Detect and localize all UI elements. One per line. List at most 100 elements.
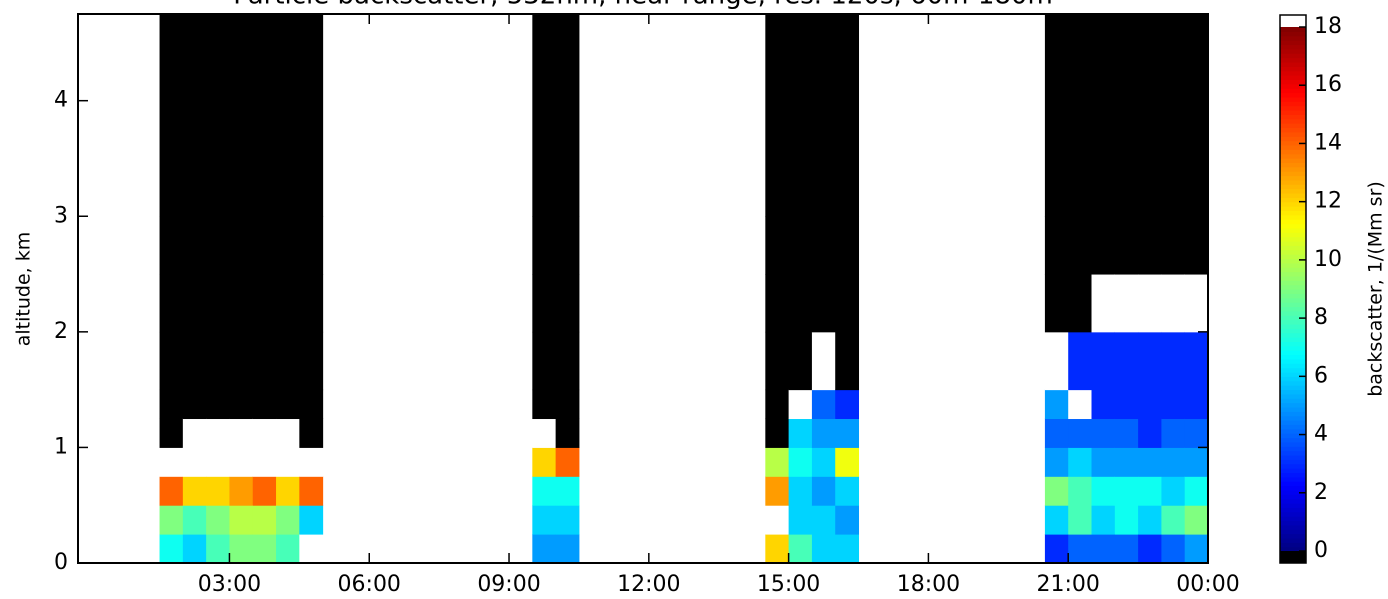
heatmap-cell [1184, 216, 1209, 275]
heatmap-cell [182, 331, 207, 391]
heatmap-cell [1161, 418, 1186, 448]
heatmap-cell [1068, 216, 1093, 275]
colorbar-segment [1280, 66, 1306, 72]
heatmap-cell [229, 216, 254, 275]
heatmap-cell [299, 14, 324, 217]
heatmap-cell [252, 389, 277, 420]
heatmap-cell [159, 389, 184, 420]
heatmap-cell [299, 534, 324, 564]
heatmap-cell [532, 14, 557, 217]
colorbar-segment [1280, 75, 1306, 80]
colorbar-segment [1280, 398, 1306, 404]
colorbar-segment [1280, 289, 1306, 294]
heatmap-cell [1161, 216, 1186, 275]
heatmap-cell [182, 389, 207, 420]
heatmap-cell [835, 505, 860, 535]
heatmap-cell [532, 331, 557, 391]
colorbar-segment [1280, 385, 1306, 391]
heatmap-cell [252, 476, 277, 506]
heatmap-cell [811, 216, 836, 275]
heatmap-cell [252, 534, 277, 564]
heatmap-cell [252, 418, 277, 448]
heatmap-cell [555, 534, 580, 564]
heatmap-cell [555, 331, 580, 391]
heatmap-cell [229, 14, 254, 217]
heatmap-cell [252, 274, 277, 333]
colorbar-segment [1280, 389, 1306, 395]
heatmap-cell [299, 331, 324, 391]
heatmap-cell [299, 447, 324, 477]
heatmap-cell [1161, 389, 1186, 420]
heatmap-cell [1068, 389, 1093, 420]
x-tick-label: 09:00 [477, 572, 540, 597]
colorbar-segment [1280, 249, 1306, 255]
heatmap-cell [1184, 14, 1209, 217]
colorbar-segment [1280, 472, 1306, 478]
heatmap-cell [206, 505, 230, 535]
colorbar-segment [1280, 153, 1306, 159]
heatmap-cell [1091, 14, 1116, 217]
heatmap-cell [1044, 331, 1069, 391]
heatmap-cell [1114, 274, 1139, 333]
heatmap-cell [811, 476, 836, 506]
colorbar-segment [1280, 197, 1306, 203]
colorbar-segment [1280, 280, 1306, 286]
heatmap-cell [229, 274, 254, 333]
heatmap-cell [1044, 216, 1069, 275]
colorbar-segment [1280, 459, 1306, 465]
colorbar-segment [1280, 411, 1306, 417]
colorbar-segment [1280, 271, 1306, 277]
heatmap-cell [811, 447, 836, 477]
y-axis-label: altitude, km [13, 232, 35, 346]
heatmap-cell [1184, 505, 1209, 535]
heatmap-cell [788, 389, 813, 420]
colorbar-segment [1280, 302, 1306, 308]
colorbar-frame [1279, 14, 1307, 564]
heatmap-cell [229, 331, 254, 391]
heatmap-cell [835, 216, 860, 275]
heatmap-cell [1068, 331, 1093, 391]
plot-frame [77, 13, 1209, 564]
colorbar-segment [1280, 171, 1306, 177]
heatmap-cell [788, 505, 813, 535]
y-tick-label: 1 [54, 434, 68, 459]
heatmap-cell [159, 505, 184, 535]
heatmap-cell [835, 447, 860, 477]
colorbar-segment [1280, 437, 1306, 443]
heatmap-cell [788, 216, 813, 275]
heatmap-cell [835, 14, 860, 217]
colorbar-segment [1280, 446, 1306, 452]
heatmap-cell [229, 447, 254, 477]
heatmap-cell [1114, 505, 1139, 535]
colorbar-segment [1280, 524, 1306, 530]
heatmap-cell [835, 331, 860, 391]
heatmap-cell [229, 389, 254, 420]
heatmap-cell [276, 418, 300, 448]
heatmap-cell [788, 476, 813, 506]
heatmap-cell [811, 14, 836, 217]
heatmap-cell [1068, 476, 1093, 506]
heatmap-cell [252, 447, 277, 477]
colorbar-tick-label: 6 [1314, 363, 1328, 388]
colorbar-segment [1280, 149, 1306, 155]
colorbar-segment [1280, 502, 1306, 508]
colorbar-segment [1280, 454, 1306, 460]
x-tick-label: 06:00 [338, 572, 401, 597]
heatmap-cell [765, 274, 790, 333]
heatmap-cell [252, 505, 277, 535]
heatmap-cell [182, 534, 207, 564]
heatmap-cell [276, 505, 300, 535]
heatmap-cell [1161, 274, 1186, 333]
heatmap-cell [765, 505, 790, 535]
colorbar-segment [1280, 83, 1306, 89]
heatmap-cell [1138, 534, 1162, 564]
heatmap-cell [276, 534, 300, 564]
heatmap-cell [532, 418, 557, 448]
heatmap-cell [1138, 331, 1162, 391]
heatmap-cell [206, 447, 230, 477]
colorbar-segment [1280, 371, 1306, 377]
heatmap-cell [276, 274, 300, 333]
colorbar-segment [1280, 127, 1306, 133]
colorbar-segment [1280, 136, 1306, 142]
heatmap-cell [765, 389, 790, 420]
